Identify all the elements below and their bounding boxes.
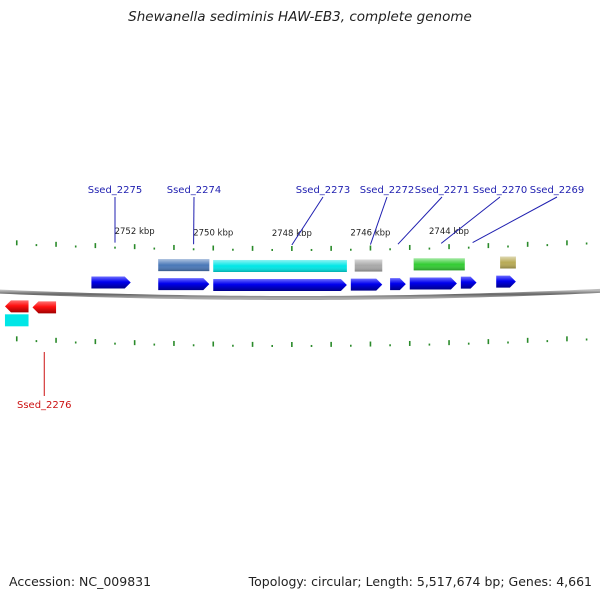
- gene-label-leader: [369, 196, 388, 245]
- gene-label[interactable]: Ssed_2270: [473, 185, 528, 196]
- cds-forward-arrow: [460, 276, 477, 289]
- reverse-annotation-band: [4, 314, 29, 327]
- gene-label[interactable]: Ssed_2271: [415, 185, 470, 196]
- cds-reverse-arrow: [32, 301, 57, 314]
- annotation-band-shade: [354, 259, 383, 272]
- map-title: Shewanella sediminis HAW-EB3, complete g…: [128, 9, 472, 25]
- gene-label-leader: [472, 196, 558, 243]
- cds-forward-arrow: [409, 277, 457, 290]
- gene-label-leader: [440, 196, 501, 244]
- scale-label: 2744 kbp: [429, 227, 469, 237]
- annotation-band-shade: [213, 259, 347, 272]
- annotation-band-shade: [158, 259, 210, 272]
- scale-label: 2748 kbp: [272, 229, 312, 239]
- gene-label-leader: [397, 196, 443, 245]
- annotation-band-shade: [500, 256, 516, 269]
- cds-forward-arrow: [213, 278, 347, 291]
- cds-forward-arrow: [390, 278, 406, 291]
- gene-label[interactable]: Ssed_2273: [296, 185, 351, 196]
- scale-label: 2752 kbp: [115, 227, 155, 237]
- cds-track: [4, 275, 516, 314]
- tick-track-bottom: [15, 336, 588, 347]
- cds-forward-arrow: [91, 276, 131, 289]
- scale-label: 2746 kbp: [350, 229, 390, 239]
- annotation-track: [4, 256, 516, 327]
- backbone-line: [0, 288, 600, 300]
- gene-label[interactable]: Ssed_2269: [530, 185, 585, 196]
- scale-labels: 2752 kbp 2750 kbp 2748 kbp 2746 kbp 2744 kbp: [115, 227, 469, 239]
- gene-label[interactable]: Ssed_2276: [17, 400, 72, 411]
- cds-forward-arrow: [496, 275, 516, 288]
- annotation-band-shade: [413, 258, 465, 271]
- cds-reverse-arrow: [4, 300, 29, 313]
- tick-track-top: [15, 240, 588, 251]
- gene-label[interactable]: Ssed_2275: [88, 185, 143, 196]
- gene-label[interactable]: Ssed_2272: [360, 185, 415, 196]
- cds-forward-arrow: [158, 278, 210, 291]
- scale-label: 2750 kbp: [193, 229, 233, 239]
- genome-backbone: [0, 288, 600, 300]
- gene-labels: Ssed_2275 Ssed_2274 Ssed_2273 Ssed_2272 Ssed…: [17, 185, 584, 411]
- topology-summary: Topology: circular; Length: 5,517,674 bp…: [248, 574, 592, 589]
- accession-label: Accession: NC_009831: [9, 574, 152, 589]
- gene-label-leader: [291, 196, 324, 246]
- cds-forward-arrow: [350, 278, 383, 291]
- gene-label[interactable]: Ssed_2274: [167, 185, 222, 196]
